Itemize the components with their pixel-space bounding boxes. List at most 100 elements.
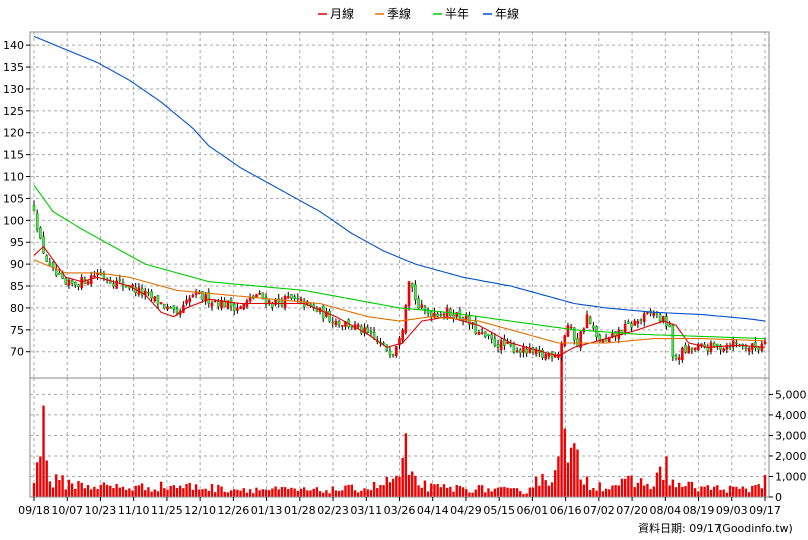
volume-bar <box>385 476 388 497</box>
candle-body <box>58 272 61 275</box>
candle-body <box>382 342 385 345</box>
volume-bar <box>277 489 280 497</box>
volume-bar <box>99 484 102 497</box>
candle-body <box>576 337 579 347</box>
candle-body <box>426 309 430 314</box>
volume-bar <box>258 490 261 497</box>
candle-body <box>172 305 176 310</box>
volume-bar <box>582 484 586 497</box>
volume-bar <box>287 489 290 497</box>
candle-body <box>258 292 261 295</box>
volume-bar <box>506 487 509 497</box>
candle-body <box>763 341 767 344</box>
price-tick-label: 140 <box>3 39 24 52</box>
x-tick-label: 02/23 <box>317 504 349 517</box>
candle-body <box>93 275 96 278</box>
volume-bar <box>131 490 134 497</box>
legend-label-1: 季線 <box>387 6 411 21</box>
candle-body <box>410 283 414 288</box>
volume-bar <box>223 491 226 497</box>
volume-bar <box>747 492 751 497</box>
volume-bar <box>245 492 249 497</box>
candle-body <box>592 325 595 329</box>
volume-bar <box>601 491 605 497</box>
volume-bar <box>598 482 601 497</box>
ma-quarter-line <box>33 259 766 344</box>
candle-body <box>573 327 576 341</box>
candle-body <box>588 316 592 324</box>
price-tick-label: 70 <box>10 346 24 359</box>
volume-bar <box>334 490 338 497</box>
candle-body <box>159 302 163 305</box>
volume-bar <box>376 488 379 497</box>
x-tick-label: 08/19 <box>683 504 715 517</box>
candle-body <box>299 298 303 301</box>
volume-bar <box>725 492 729 497</box>
candle-body <box>64 277 68 285</box>
volume-bar <box>350 484 354 497</box>
volume-bar <box>500 487 503 497</box>
volume-bar <box>70 483 74 497</box>
volume-bar <box>652 486 655 497</box>
volume-bar <box>274 486 277 497</box>
candle-body <box>366 327 370 333</box>
volume-bar <box>360 490 363 497</box>
volume-bar <box>528 487 532 497</box>
volume-bar <box>458 486 462 497</box>
volume-bar <box>366 489 369 497</box>
volume-bar <box>547 485 551 497</box>
candle-body <box>477 332 481 335</box>
volume-bar <box>608 489 611 497</box>
legend-label-3: 年線 <box>495 6 519 21</box>
footer-source: (Goodinfo.tw) <box>718 522 793 535</box>
candle-body <box>42 236 45 254</box>
price-tick-label: 120 <box>3 127 24 140</box>
ma-half-line <box>33 184 766 340</box>
moving-average-lines <box>33 35 766 357</box>
volume-bar <box>554 470 557 497</box>
candle-body <box>118 279 122 281</box>
price-tick-label: 90 <box>10 258 24 271</box>
volume-bar <box>560 353 563 497</box>
candle-body <box>401 329 404 341</box>
candle-body <box>420 304 424 308</box>
footer-date: 資料日期: 09/17 <box>638 521 721 535</box>
volume-bar <box>80 482 83 497</box>
candle-body <box>716 343 719 347</box>
volume-bar <box>677 482 681 497</box>
candle-body <box>328 310 331 322</box>
volume-bar <box>306 490 309 497</box>
candle-body <box>239 306 242 309</box>
candle-body <box>681 347 684 361</box>
candle-body <box>331 322 335 324</box>
volume-bar <box>452 491 455 497</box>
volume-bar <box>182 488 185 497</box>
volume-bar <box>646 483 649 497</box>
volume-bar <box>604 488 608 497</box>
volume-bar <box>191 489 195 497</box>
volume-bar <box>407 474 411 497</box>
volume-bar <box>353 490 357 497</box>
volume-bar <box>398 476 401 497</box>
volume-bar <box>623 478 627 497</box>
volume-bar <box>337 490 341 497</box>
candle-body <box>484 331 487 338</box>
volume-bar <box>732 486 735 497</box>
volume-tick-label: 5,000 <box>775 388 807 401</box>
candle-body <box>636 320 640 324</box>
candle-body <box>474 320 478 335</box>
volume-bar <box>194 484 198 497</box>
volume-bar <box>541 474 544 497</box>
volume-bar <box>83 488 87 497</box>
candle-body <box>722 348 725 352</box>
volume-bar <box>229 490 233 497</box>
candle-body <box>163 304 166 309</box>
candle-body <box>242 303 246 310</box>
price-tick-label: 110 <box>3 171 24 184</box>
candle-body <box>372 331 376 339</box>
volume-bar <box>671 479 675 497</box>
volume-bar <box>302 487 306 497</box>
candle-body <box>747 348 751 352</box>
candle-body <box>77 284 80 288</box>
volume-bar <box>267 490 271 497</box>
